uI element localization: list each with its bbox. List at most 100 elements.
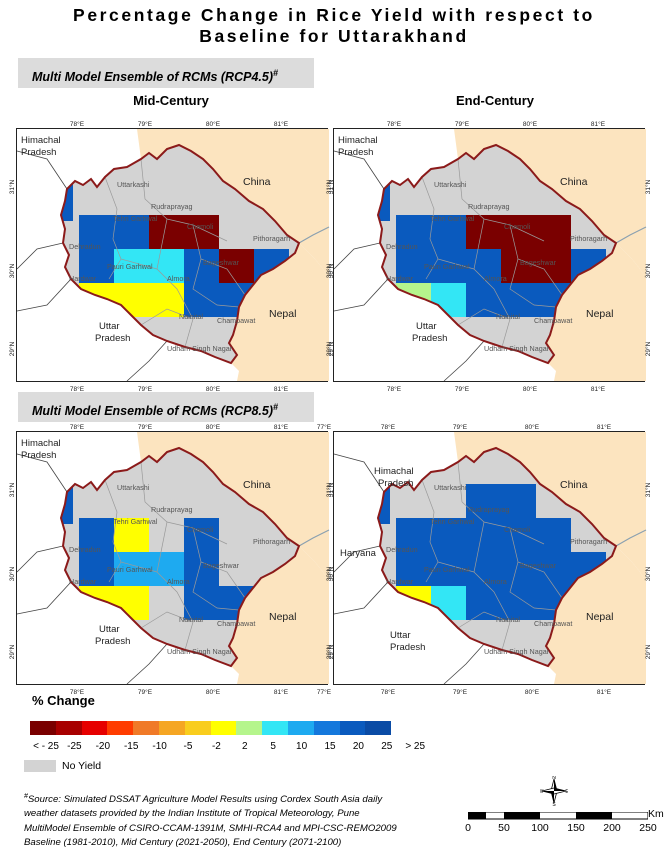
district-boundary	[104, 176, 122, 280]
yield-cell	[536, 249, 571, 283]
lat-tick-label: 30°N	[327, 566, 335, 581]
lat-tick-label: 31°N	[644, 179, 652, 194]
legend-labels: < - 25 -25 -20 -15 -10 -5 -2 2 5 10 15 20 25 > 25	[14, 741, 454, 755]
district-label: Pithoragarh	[570, 537, 607, 546]
source-line-1: #Source: Simulated DSSAT Agriculture Mod…	[24, 793, 383, 806]
district-boundary	[192, 258, 240, 308]
lon-tick-label: 78°E	[387, 120, 402, 128]
district-label: Rudraprayag	[151, 505, 193, 514]
region-label: Nepal	[269, 611, 296, 623]
state-border	[443, 340, 485, 382]
district-label: Champawat	[534, 316, 572, 325]
lon-tick-label: 77°E	[317, 423, 332, 431]
district-label: Chamoli	[187, 525, 214, 534]
river	[298, 529, 330, 547]
district-boundary	[509, 224, 563, 296]
compass-e: E	[565, 789, 568, 795]
uttarakhand-boundary	[376, 143, 618, 365]
scenario-label-rcp85: Multi Model Ensemble of RCMs (RCP8.5)#	[18, 392, 314, 422]
yield-cell	[114, 518, 149, 552]
lat-tick-label: 30°N	[325, 566, 333, 581]
lat-tick-label: 30°N	[325, 263, 333, 278]
yield-cell	[501, 518, 536, 552]
map-rcp85-mid-century: Uttarkashi Chamoli Pithoragarh Hardwar Pauri…	[8, 423, 335, 696]
district-label: Uttarkashi	[434, 483, 467, 492]
state-border	[126, 340, 168, 382]
district-label: Tehri Garhwal	[113, 517, 158, 526]
lat-tick-label: 29°N	[8, 644, 16, 659]
map-rcp85-end-century: Uttarkashi Chamoli Pithoragarh Hardwar Pauri…	[317, 423, 652, 696]
yield-cell	[466, 283, 501, 317]
district-label: Pithoragarh	[253, 234, 290, 243]
yield-cell	[149, 283, 184, 317]
legend-label: > 25	[405, 741, 426, 752]
district-label: Udham Singh Nagar	[484, 344, 550, 353]
district-label: Rudraprayag	[468, 505, 510, 514]
region-label: China	[243, 176, 271, 188]
region-label: Uttar	[99, 624, 120, 635]
legend-label: 20	[352, 741, 364, 752]
lon-tick-label: 80°E	[523, 120, 538, 128]
region-label: Uttar	[99, 321, 120, 332]
lat-tick-label: 31°N	[8, 482, 16, 497]
district-label: Rudraprayag	[468, 202, 510, 211]
region-label: Uttar	[390, 630, 411, 641]
source-line-4: Baseline (1981-2010), Mid Century (2021-…	[24, 836, 342, 848]
district-label: Pauri Garhwal	[107, 262, 153, 271]
district-label: Udham Singh Nagar	[167, 647, 233, 656]
yield-cell	[431, 518, 466, 552]
district-label: Uttarkashi	[117, 180, 150, 189]
map-svg: Uttarkashi Chamoli Pithoragarh Hardwar Pauri…	[317, 423, 652, 696]
state-border	[126, 643, 168, 685]
yield-cell	[536, 552, 571, 586]
lon-tick-label: 79°E	[453, 423, 468, 431]
state-border	[333, 545, 381, 573]
legend-label: 15	[324, 741, 336, 752]
district-boundary	[457, 611, 511, 629]
nepal-region	[229, 546, 329, 684]
district-label: Tehri Garhwal	[113, 214, 158, 223]
yield-cell	[466, 552, 501, 586]
china-region	[454, 432, 646, 582]
district-label: Hardwar	[386, 577, 414, 586]
lon-tick-label: 78°E	[387, 385, 402, 393]
lat-tick-label: 31°N	[8, 179, 16, 194]
yield-cell	[79, 215, 114, 249]
district-boundary	[437, 258, 475, 270]
lat-tick-label: 31°N	[325, 179, 333, 194]
lat-tick-label: 30°N	[327, 263, 335, 278]
lon-tick-label: 79°E	[138, 688, 153, 696]
district-label: Pithoragarh	[253, 537, 290, 546]
source-line-3: MultiModel Ensemble of CSIRO-CCAM-1391M,…	[24, 822, 397, 834]
china-region	[137, 432, 329, 582]
compass-s: S	[552, 802, 556, 806]
yield-cell	[184, 283, 219, 317]
scenario-footnote-mark: #	[273, 68, 279, 78]
district-boundary	[509, 258, 557, 308]
yield-cell	[536, 518, 571, 552]
source-note: #Source: Simulated DSSAT Agriculture Mod…	[24, 790, 464, 850]
scenario-footnote-mark: #	[273, 402, 279, 412]
nepal-region	[546, 243, 646, 381]
region-label: Himachal	[21, 438, 61, 449]
lon-tick-label: 81°E	[274, 423, 289, 431]
yield-cell	[396, 249, 431, 283]
legend-swatch	[339, 721, 366, 735]
lon-tick-label: 79°E	[138, 120, 153, 128]
district-boundary	[140, 611, 194, 629]
lat-tick-label: 29°N	[325, 644, 333, 659]
compass-n: N	[552, 776, 556, 781]
yield-cell	[184, 586, 219, 620]
map-title-line-1: Percentage Change in Rice Yield with res…	[73, 5, 595, 25]
lon-tick-label: 80°E	[206, 385, 221, 393]
district-label: Hardwar	[386, 274, 414, 283]
district-label: Tehri Garhwal	[430, 517, 475, 526]
map-rcp45-mid-century: Uttarkashi Chamoli Pithoragarh Hardwar Pauri…	[8, 120, 335, 393]
yield-cell	[184, 215, 219, 249]
lon-tick-label: 79°E	[453, 688, 468, 696]
region-label: Pradesh	[21, 450, 56, 461]
district-label: Pauri Garhwal	[424, 565, 470, 574]
lon-tick-label: 81°E	[597, 688, 612, 696]
region-label: Pradesh	[95, 333, 130, 344]
district-boundary	[140, 308, 194, 326]
